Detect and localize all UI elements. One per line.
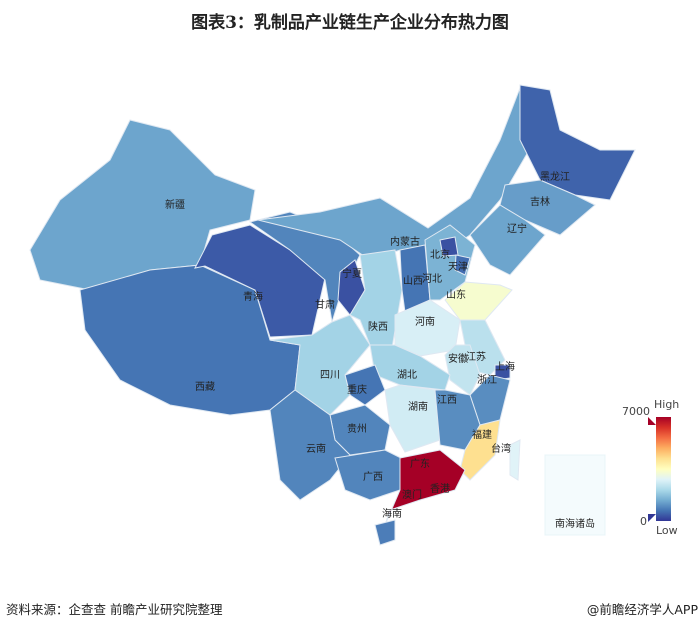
province-label: 吉林	[530, 195, 550, 208]
province-label: 广东	[410, 457, 430, 470]
province-label: 云南	[306, 442, 326, 455]
province-label: 湖北	[397, 369, 417, 381]
province-label: 海南	[382, 507, 402, 520]
province-label: 江西	[437, 394, 457, 406]
province-label: 四川	[320, 370, 340, 381]
province-label: 甘肃	[315, 298, 335, 311]
province-label: 上海	[495, 360, 515, 373]
province-label: 重庆	[347, 383, 367, 396]
legend-high-label: High	[654, 398, 680, 411]
region-label: 香港	[430, 483, 450, 495]
province-label: 台湾	[491, 442, 511, 455]
province-海南[interactable]	[374, 519, 396, 546]
credit-note: @前瞻经济学人APP	[586, 602, 698, 617]
province-label: 安徽	[448, 352, 468, 365]
province-label: 新疆	[165, 198, 185, 211]
legend-gradient-bar	[656, 417, 671, 521]
province-label: 河南	[415, 315, 435, 328]
province-label: 浙江	[477, 374, 497, 386]
legend-low-handle[interactable]	[648, 514, 656, 522]
province-label: 广西	[363, 471, 383, 483]
province-台湾[interactable]	[509, 439, 521, 481]
south-china-sea-inset	[544, 454, 606, 536]
legend-high-handle[interactable]	[648, 417, 656, 425]
province-label: 贵州	[347, 422, 367, 435]
province-广东[interactable]	[384, 449, 466, 526]
province-青海[interactable]	[194, 224, 326, 338]
region-label: 南海诸岛	[555, 517, 595, 530]
province-label: 山东	[446, 288, 466, 301]
province-辽宁[interactable]	[469, 204, 546, 276]
province-label: 内蒙古	[390, 235, 420, 248]
province-label: 山西	[403, 275, 423, 287]
province-label: 青海	[243, 290, 263, 303]
province-黑龙江[interactable]	[519, 84, 636, 201]
chart-title: 图表3：乳制品产业链生产企业分布热力图	[191, 13, 509, 33]
legend-low-label: Low	[656, 524, 678, 537]
province-label: 西藏	[195, 381, 215, 393]
province-云南[interactable]	[269, 389, 351, 501]
province-湖南[interactable]	[384, 384, 441, 453]
province-label: 陕西	[368, 320, 388, 333]
province-天津[interactable]	[454, 254, 471, 276]
province-label: 江苏	[466, 350, 486, 363]
province-label: 宁夏	[342, 267, 362, 280]
region-label: 澳门	[402, 488, 422, 501]
province-label: 黑龙江	[540, 170, 570, 183]
source-note: 资料来源：企查查 前瞻产业研究院整理	[6, 602, 223, 617]
province-label: 天津	[448, 261, 468, 273]
legend-max-label: 7000	[622, 405, 650, 418]
province-label: 辽宁	[507, 222, 527, 235]
province-label: 河北	[422, 273, 442, 285]
legend-min-label: 0	[640, 515, 647, 528]
province-label: 福建	[472, 428, 492, 441]
province-上海[interactable]	[494, 364, 511, 381]
province-label: 北京	[430, 248, 450, 261]
province-label: 湖南	[408, 400, 428, 413]
